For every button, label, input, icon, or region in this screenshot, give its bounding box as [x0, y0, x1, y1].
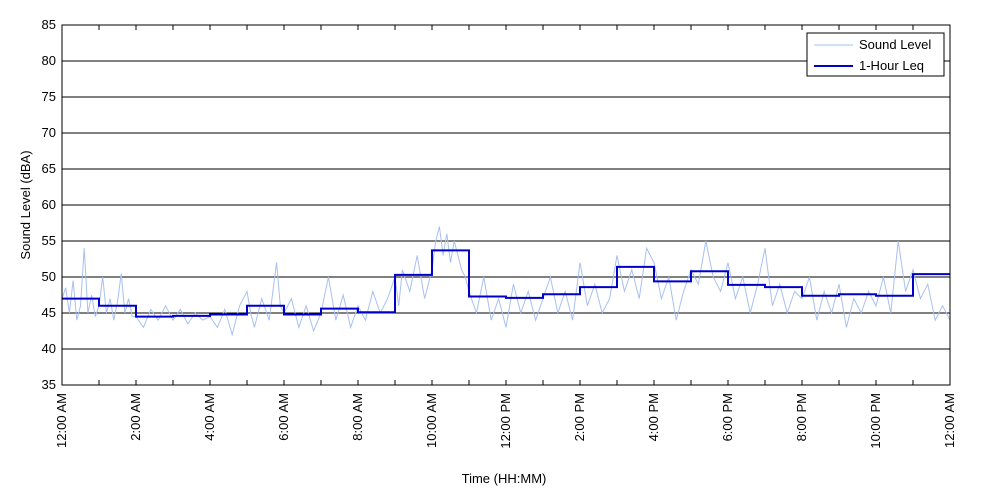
y-axis-label: Sound Level (dBA): [18, 150, 33, 259]
x-tick-label: 8:00 PM: [794, 393, 809, 441]
series-group: [61, 226, 951, 337]
x-tick-label: 2:00 AM: [128, 393, 143, 441]
x-axis-ticks: 12:00 AM 2:00 AM 4:00 AM 6:00 AM 8:00 AM 10:0…: [54, 25, 957, 449]
x-tick-label: 12:00 AM: [942, 393, 957, 448]
x-tick-label: 12:00 AM: [54, 393, 69, 448]
y-tick-label: 55: [42, 233, 56, 248]
x-axis-label: Time (HH:MM): [462, 471, 547, 486]
x-tick-label: 6:00 AM: [276, 393, 291, 441]
y-tick-label: 75: [42, 89, 56, 104]
x-tick-label: 4:00 AM: [202, 393, 217, 441]
x-tick-label: 4:00 PM: [646, 393, 661, 441]
y-tick-label: 85: [42, 17, 56, 32]
plot-frame: [61, 24, 951, 386]
y-tick-label: 45: [42, 305, 56, 320]
legend-label-sound-level: Sound Level: [859, 37, 931, 52]
y-tick-label: 70: [42, 125, 56, 140]
x-tick-label: 8:00 AM: [350, 393, 365, 441]
legend-label-leq: 1-Hour Leq: [859, 58, 924, 73]
legend-box: [806, 32, 945, 77]
y-tick-label: 35: [42, 377, 56, 392]
legend: Sound Level 1-Hour Leq: [806, 32, 945, 77]
y-tick-label: 80: [42, 53, 56, 68]
y-tick-label: 50: [42, 269, 56, 284]
series-1-hour-leq: [62, 249, 950, 318]
x-tick-label: 10:00 AM: [424, 393, 439, 448]
y-axis-ticks: 35 40 45 50 55 60 65 70 75 80 85: [42, 17, 56, 392]
y-tick-label: 60: [42, 197, 56, 212]
y-tick-label: 40: [42, 341, 56, 356]
x-tick-label: 6:00 PM: [720, 393, 735, 441]
series-sound-level: [61, 226, 951, 337]
x-tick-label: 10:00 PM: [868, 393, 883, 449]
x-tick-label: 2:00 PM: [572, 393, 587, 441]
y-tick-label: 65: [42, 161, 56, 176]
x-tick-label: 12:00 PM: [498, 393, 513, 449]
